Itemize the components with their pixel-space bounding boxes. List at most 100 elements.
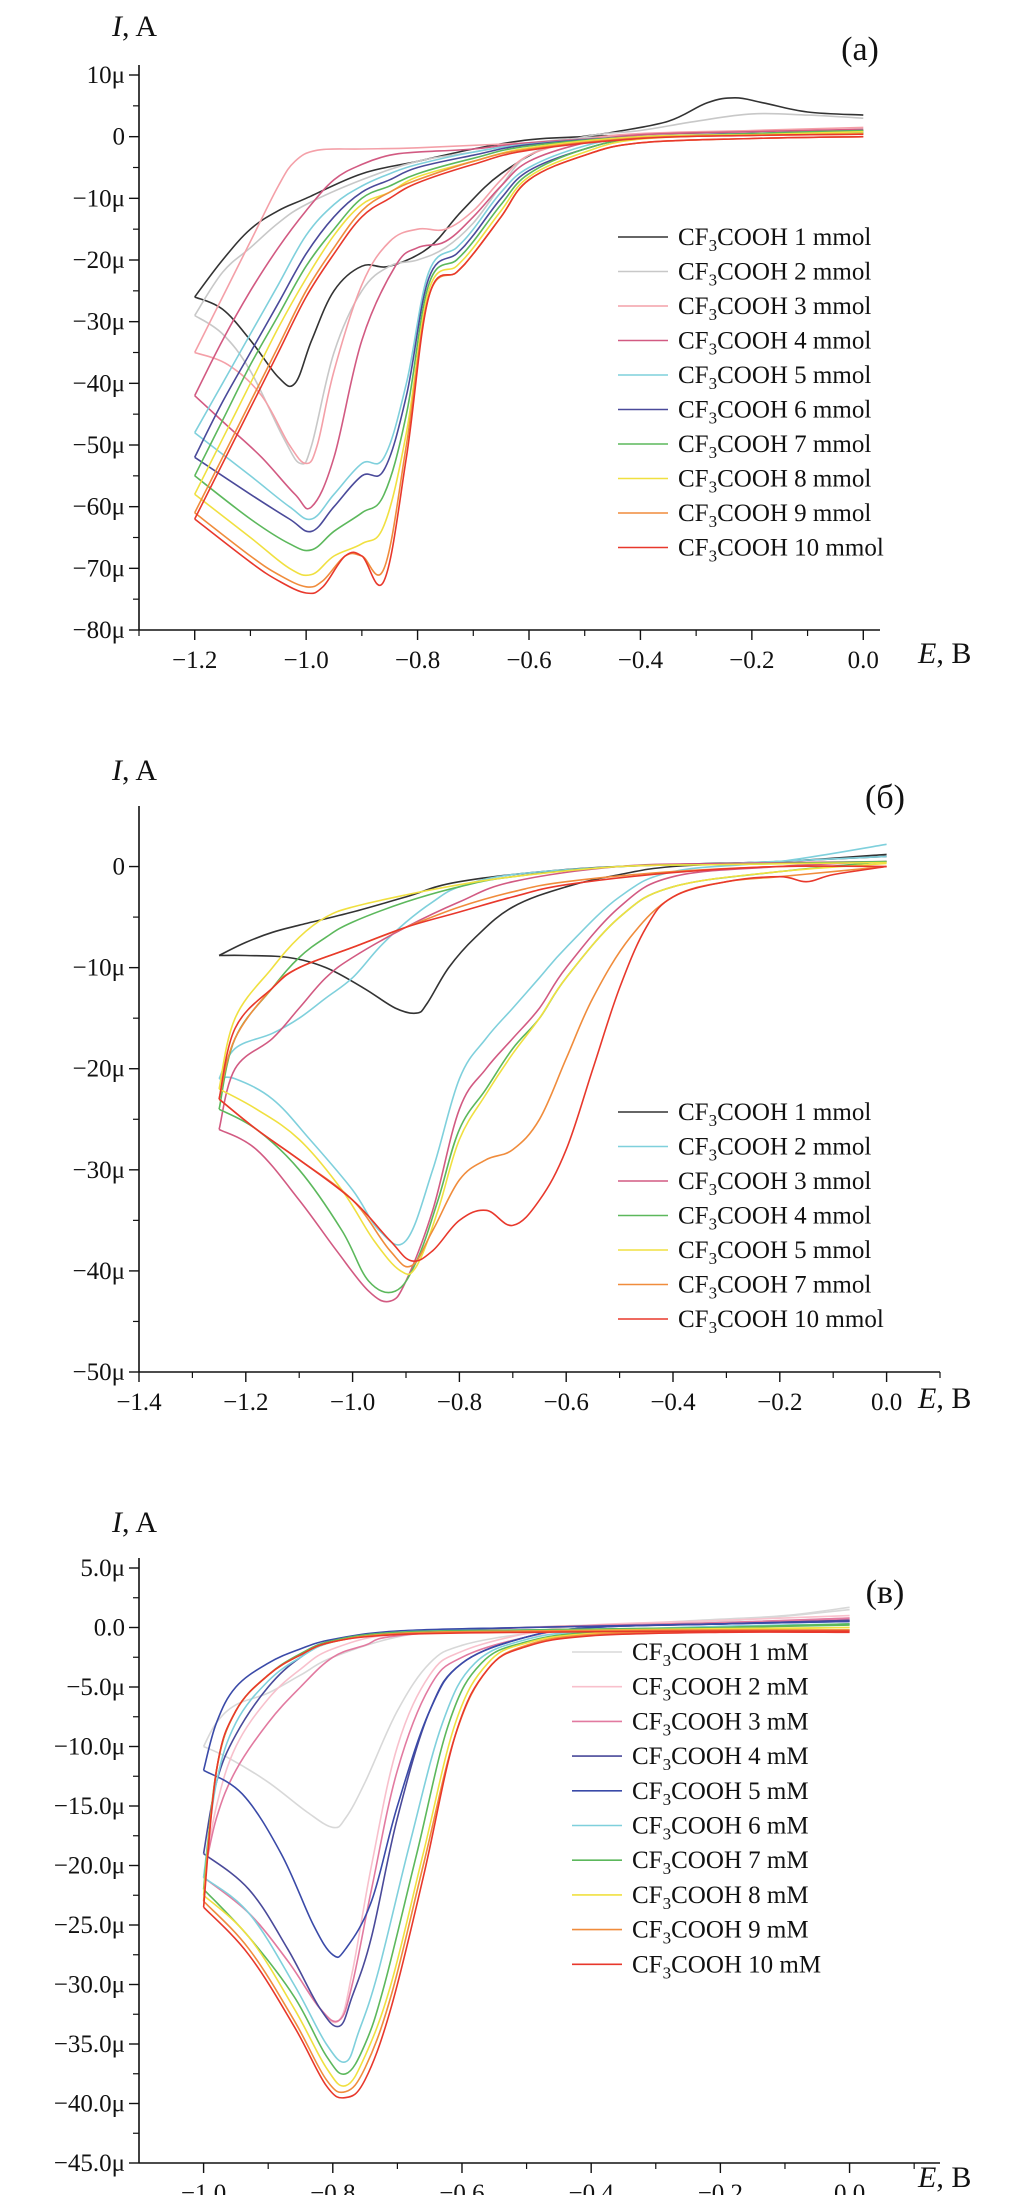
y-axis-variable: I [111,1506,124,1539]
legend-entry-subscript: 3 [709,1284,718,1303]
legend-entry: CF3COOH 7 mmol [678,1272,871,1303]
x-tick-label: 0.0 [834,2180,865,2195]
series-line-forward [194,126,864,465]
legend-entry-suffix: COOH 6 mmol [717,397,871,424]
legend-entry-suffix: COOH 7 mmol [717,1272,871,1299]
legend-entry-subscript: 3 [709,409,718,428]
legend-entry-suffix: COOH 10 mM [671,1951,821,1978]
legend-entry-subscript: 3 [709,1180,718,1199]
x-axis-variable: E [917,637,936,670]
y-tick-label: 0 [113,124,126,151]
x-axis-title: E, B [917,2161,971,2194]
legend-entry-subscript: 3 [663,1686,672,1705]
y-axis-unit: , A [122,10,157,43]
x-tick-label: −1.4 [116,1389,162,1416]
legend-entry-subscript: 3 [663,1790,672,1809]
x-tick-label: −0.2 [757,1389,802,1416]
series-line-forward [219,843,887,1246]
series-line-forward [194,112,864,465]
legend-entry-subscript: 3 [709,374,718,393]
y-tick-label: −10μ [72,185,125,212]
y-tick-label: −20μ [72,247,125,274]
legend-entry-subscript: 3 [709,1215,718,1234]
legend-entry-subscript: 3 [663,1755,672,1774]
legend-entry-suffix: COOH 10 mmol [717,1306,884,1333]
legend-entry-suffix: COOH 9 mM [671,1917,809,1944]
legend-entry-prefix: CF [678,1306,709,1333]
legend-entry: CF3COOH 9 mM [632,1917,809,1948]
legend-entry-suffix: COOH 7 mM [671,1847,809,1874]
series-line-forward [194,130,864,577]
y-tick-label: −30μ [72,309,125,336]
legend-entry-suffix: COOH 2 mmol [717,1134,871,1161]
y-tick-label: 0.0 [94,1615,125,1642]
x-tick-label: −0.4 [618,647,664,674]
legend-entry-prefix: CF [632,1813,663,1840]
legend-entry: CF3COOH 10 mmol [678,535,884,566]
legend-entry: CF3COOH 8 mM [632,1882,809,1913]
legend-entry-prefix: CF [678,466,709,493]
legend-entry-subscript: 3 [709,443,718,462]
series-line-reverse [193,133,864,520]
legend-entry: CF3COOH 4 mM [632,1743,809,1774]
legend-entry-prefix: CF [678,328,709,355]
y-tick-label: 5.0μ [80,1555,125,1582]
legend-entry-prefix: CF [678,397,709,424]
legend-entry-prefix: CF [678,431,709,458]
y-tick-label: −15.0μ [54,1793,125,1820]
series-line-reverse [218,865,887,1100]
legend-entry-suffix: COOH 5 mmol [717,362,871,389]
legend-entry: CF3COOH 7 mmol [678,431,871,462]
x-axis-unit: , B [936,2161,971,2194]
y-tick-label: −40μ [72,1258,125,1285]
panel-label: (а) [841,31,879,68]
panel-label: (б) [865,779,905,816]
x-tick-label: −0.4 [650,1389,696,1416]
series-line-forward [218,862,887,1276]
legend-entry-subscript: 3 [709,1146,718,1165]
chart-panel-3: 5.0μ 0.0 −5.0μ −10.0μ −15.0μ −20.0μ −25.0μ −30.… [54,1506,972,2195]
legend-entry: CF3COOH 4 mmol [678,1203,871,1234]
y-tick-label: −20.0μ [54,1853,125,1880]
series-line-forward [194,128,864,510]
y-tick-label: −30μ [72,1157,125,1184]
legend-entry-suffix: COOH 5 mmol [717,1237,871,1264]
y-axis-title: I, A [111,754,157,787]
legend-entry-suffix: COOH 3 mmol [717,293,871,320]
legend-entry-prefix: CF [678,1203,709,1230]
legend-entry-subscript: 3 [709,236,718,255]
legend-entry: CF3COOH 2 mM [632,1674,809,1705]
legend-entry: CF3COOH 5 mmol [678,1237,871,1268]
x-tick-label: −0.8 [310,2180,355,2195]
legend-entry-prefix: CF [632,1951,663,1978]
legend-entry-prefix: CF [678,1272,709,1299]
legend-entry-suffix: COOH 1 mM [671,1639,809,1666]
series-line-forward [203,1626,850,2087]
legend-entry-suffix: COOH 3 mM [671,1708,809,1735]
x-axis-variable: E [917,1382,936,1415]
y-tick-label: 0 [113,854,126,881]
legend-entry-prefix: CF [632,1639,663,1666]
y-axis-title: I, A [111,1506,157,1539]
legend-entry-suffix: COOH 2 mmol [717,259,871,286]
legend-entry: CF3COOH 5 mM [632,1778,809,1809]
legend-entry: CF3COOH 1 mmol [678,224,871,255]
series-line-reverse [218,861,887,1090]
legend-entry-subscript: 3 [709,547,718,566]
legend-entry-suffix: COOH 1 mmol [717,224,871,251]
series-line-reverse [202,1620,850,1771]
legend-entry-subscript: 3 [709,1111,718,1130]
legend-entry: CF3COOH 10 mM [632,1951,821,1982]
y-tick-label: −10.0μ [54,1734,125,1761]
series-line-reverse [218,865,887,1100]
x-tick-label: −0.6 [506,647,551,674]
series-line-reverse [218,855,887,1080]
y-tick-label: −50μ [72,1359,125,1386]
legend-entry-subscript: 3 [709,340,718,359]
legend-entry-prefix: CF [678,1237,709,1264]
legend-entry: CF3COOH 6 mM [632,1813,809,1844]
legend-entry-prefix: CF [632,1708,663,1735]
